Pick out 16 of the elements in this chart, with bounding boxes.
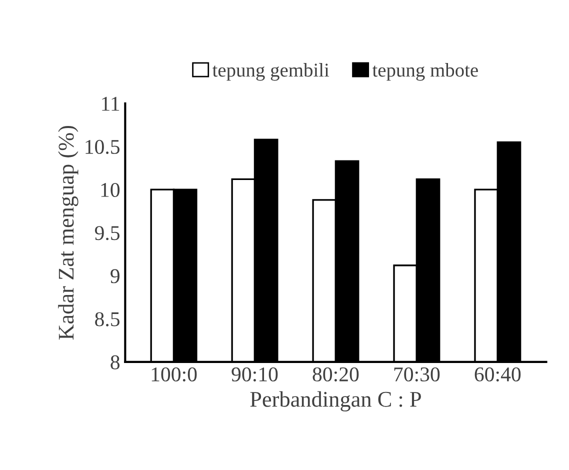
y-tick-label: 10.5: [86, 140, 120, 154]
x-tick-label: 70:30: [394, 367, 440, 382]
x-tick-label: 80:20: [312, 367, 359, 382]
legend-label: tepung gembili: [212, 63, 330, 81]
x-tick-label: 60:40: [474, 367, 521, 382]
y-tick-label: 11: [102, 96, 120, 111]
y-tick-label: 10: [101, 182, 120, 197]
x-tick-label: 100:0: [152, 367, 197, 382]
y-tick-label: 8.5: [95, 312, 120, 326]
x-axis-title: Perbandingan C : P: [250, 391, 421, 412]
y-tick-label: 9.5: [94, 226, 120, 240]
y-tick-label: 8: [110, 355, 120, 370]
legend-label: tepung mbote: [372, 63, 478, 81]
y-tick-label: 9: [110, 269, 120, 284]
x-tick-label: 90:10: [232, 367, 278, 382]
y-axis-title: Kadar Zat menguap (%): [58, 126, 78, 340]
